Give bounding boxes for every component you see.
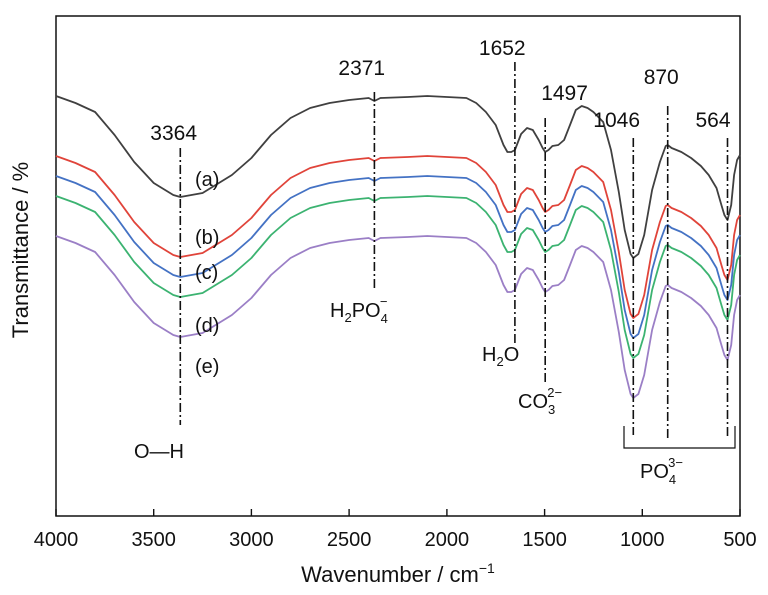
band-label-oh: O—H [134, 441, 184, 463]
series-line-a [55, 95, 741, 259]
series-label-a: (a) [195, 169, 219, 191]
x-tick-group: 4000 3500 3000 2500 2000 1500 1000 500 [34, 509, 757, 551]
po4-sub: 4 [669, 472, 676, 487]
series-label-b: (b) [195, 227, 219, 249]
h2o-h: H [482, 344, 496, 366]
h2po4-sub2: 4 [381, 311, 388, 326]
x-tick-label-4000: 4000 [34, 529, 79, 551]
series-line-e [55, 235, 741, 399]
y-axis-title: Transmittance / % [8, 162, 33, 338]
peak-label-870: 870 [644, 66, 679, 89]
plot-frame [55, 15, 741, 517]
peak-label-2371: 2371 [338, 57, 385, 80]
co3-sup: 2− [547, 385, 562, 400]
x-axis-title-sup: −1 [479, 560, 495, 576]
co3-co: CO [518, 391, 548, 413]
series-label-c: (c) [195, 262, 218, 284]
peak-label-1497: 1497 [541, 82, 588, 105]
po4-sup: 3− [668, 455, 683, 470]
peak-label-1652: 1652 [479, 37, 526, 60]
h2o-o: O [504, 344, 520, 366]
series-line-c [55, 175, 741, 339]
x-tick-label-3500: 3500 [131, 529, 176, 551]
po4-po: PO [640, 461, 669, 483]
h2po4-po: PO [352, 300, 381, 322]
x-tick-label-1000: 1000 [620, 529, 665, 551]
x-tick-label-2000: 2000 [425, 529, 470, 551]
series-group [55, 95, 741, 399]
band-label-h2po4: H2PO4 − [330, 294, 388, 326]
x-tick-label-500: 500 [723, 529, 756, 551]
peak-label-564: 564 [696, 109, 731, 132]
co3-sub: 3 [548, 402, 555, 417]
series-label-e: (e) [195, 356, 219, 378]
h2o-sub: 2 [496, 354, 503, 369]
band-label-co3: CO3 2− [518, 385, 562, 417]
band-label-h2o: H2O [482, 344, 519, 369]
series-label-d: (d) [195, 315, 219, 337]
x-tick-label-2500: 2500 [327, 529, 372, 551]
band-label-po4: PO4 3− [640, 455, 683, 487]
po4-bracket [623, 426, 736, 449]
h2po4-sup: − [380, 294, 388, 309]
x-axis-title: Wavenumber / cm−1 [301, 560, 495, 587]
series-line-b [55, 155, 741, 319]
x-tick-label-1500: 1500 [522, 529, 567, 551]
h2po4-sub1: 2 [344, 310, 351, 325]
h2po4-h: H [330, 300, 344, 322]
x-axis-title-text: Wavenumber / cm [301, 562, 479, 587]
series-line-d [55, 195, 741, 359]
peak-label-3364: 3364 [150, 122, 197, 145]
peak-label-1046: 1046 [593, 109, 640, 132]
x-tick-label-3000: 3000 [229, 529, 274, 551]
